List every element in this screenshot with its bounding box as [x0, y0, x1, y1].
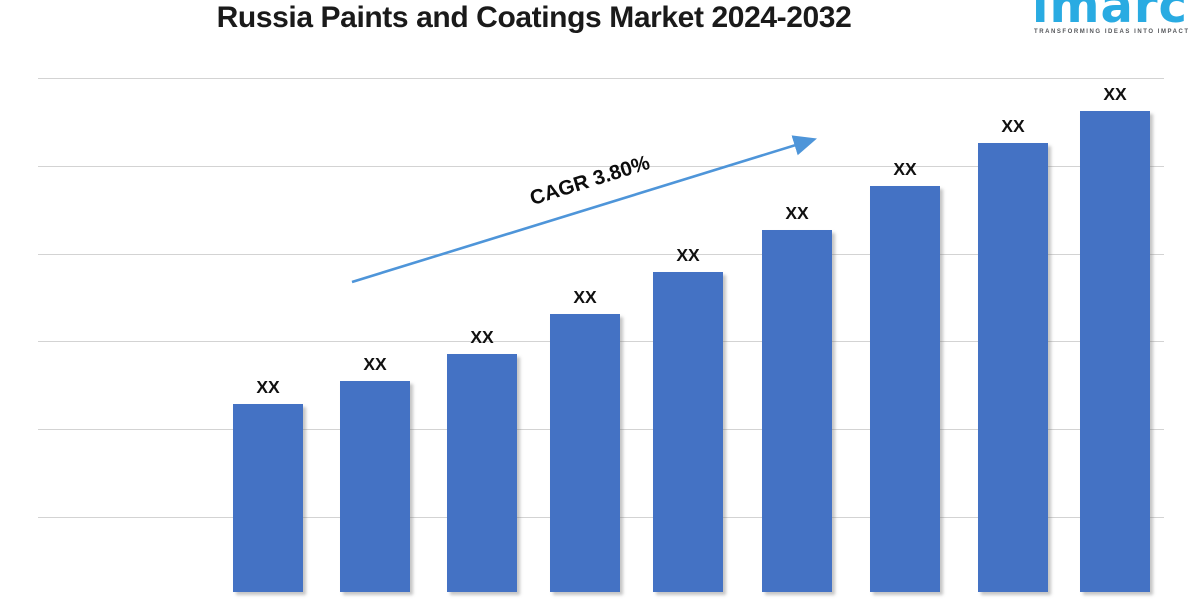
bar-value-label: XX	[893, 159, 917, 179]
bar-2032	[1080, 111, 1150, 592]
bar-value-label: XX	[470, 327, 494, 347]
bar-2031	[978, 143, 1048, 592]
bar-value-label: XX	[363, 354, 387, 374]
bar-value-label: XX	[1103, 84, 1127, 104]
bar-value-label: XX	[573, 287, 597, 307]
bar-value-label: XX	[1001, 116, 1025, 136]
cagr-annotation: CAGR 3.80%	[527, 151, 653, 210]
bar-2029	[762, 230, 832, 592]
bar-2026	[447, 354, 517, 592]
bar-2025	[340, 381, 410, 592]
bar-value-label: XX	[785, 203, 809, 223]
gridline	[38, 78, 1164, 79]
bar-value-label: XX	[256, 377, 280, 397]
imarc-wordmark: imarc	[1032, 0, 1188, 34]
imarc-tagline: TRANSFORMING IDEAS INTO IMPACT	[1034, 29, 1190, 35]
bar-2030	[870, 186, 940, 592]
imarc-logo: imarc TRANSFORMING IDEAS INTO IMPACT	[1030, 0, 1200, 44]
bar-2028	[653, 272, 723, 592]
bar-value-label: XX	[676, 245, 700, 265]
bar-2024	[233, 404, 303, 592]
chart-title: Russia Paints and Coatings Market 2024-2…	[216, 1, 852, 34]
bar-2027	[550, 314, 620, 592]
